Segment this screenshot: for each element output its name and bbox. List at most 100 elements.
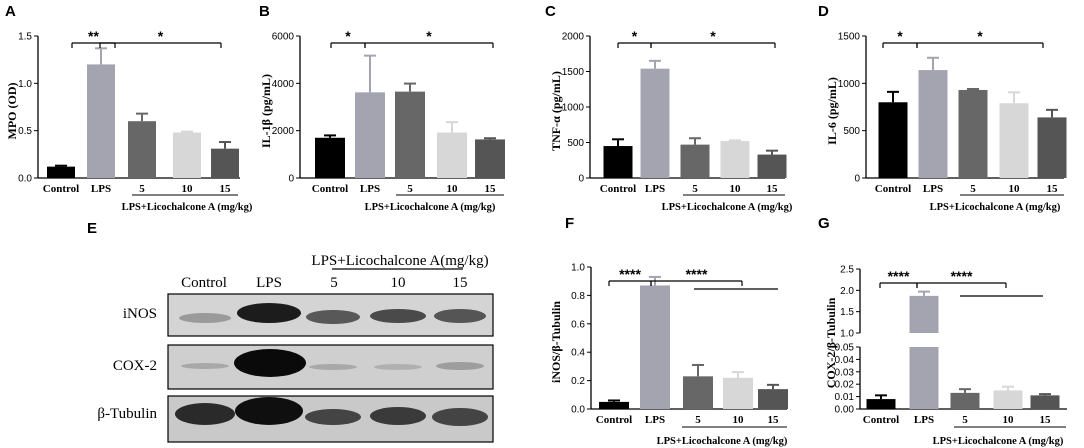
bar-B-0 bbox=[315, 137, 345, 178]
category-label-C-3: 10 bbox=[730, 183, 742, 195]
bar-C-2 bbox=[680, 144, 710, 178]
sig-marker-C-1: * bbox=[710, 28, 716, 44]
y-axis-label-F: iNOS/β-Tubulin bbox=[549, 301, 563, 383]
panel-letter-A: A bbox=[5, 3, 16, 20]
bar-D-4 bbox=[1037, 117, 1067, 178]
bar-B-4 bbox=[475, 139, 505, 178]
category-label-B-2: 5 bbox=[407, 183, 413, 195]
category-label-G-3: 10 bbox=[1003, 414, 1015, 426]
sig-marker-F-0: **** bbox=[619, 266, 641, 282]
y-tick-label-lower-G-3: 0.03 bbox=[835, 367, 855, 378]
category-label-D-4: 15 bbox=[1047, 183, 1059, 195]
panel-letter-C: C bbox=[545, 3, 556, 20]
y-tick-label-C-3: 1500 bbox=[562, 67, 585, 78]
blot-header-label: LPS+Licochalcone A(mg/kg) bbox=[311, 253, 488, 269]
category-label-G-4: 15 bbox=[1040, 414, 1052, 426]
bar-B-2 bbox=[395, 91, 425, 178]
group-label-D: LPS+Licochalcone A (mg/kg) bbox=[930, 202, 1061, 213]
category-label-C-1: LPS bbox=[645, 183, 665, 195]
bar-D-0 bbox=[878, 102, 908, 178]
category-label-B-1: LPS bbox=[360, 183, 380, 195]
y-tick-label-lower-G-1: 0.01 bbox=[835, 392, 855, 403]
chart-panel-G: 0.00 0.010.02 0.030.040.05 1.0 1.5 2.0 2.5 G COX… bbox=[818, 215, 1067, 447]
bar-C-4 bbox=[757, 154, 787, 178]
sig-marker-C-0: * bbox=[632, 28, 638, 44]
bar-C-3 bbox=[720, 141, 750, 178]
y-tick-label-C-4: 2000 bbox=[562, 32, 585, 43]
lane-label-lps: LPS bbox=[256, 275, 282, 291]
panel-letter-E: E bbox=[87, 220, 97, 237]
y-axis-label-B: IL-1β (pg/mL) bbox=[259, 74, 273, 148]
bar-F-0 bbox=[599, 401, 629, 409]
category-label-C-0: Control bbox=[600, 183, 636, 195]
bar-G-4 bbox=[1030, 395, 1060, 409]
bar-A-2 bbox=[128, 121, 156, 178]
y-tick-label-D-0: 0 bbox=[854, 174, 860, 185]
category-label-G-0: Control bbox=[863, 414, 899, 426]
category-label-B-4: 15 bbox=[485, 183, 497, 195]
category-label-B-0: Control bbox=[312, 183, 348, 195]
y-tick-label-upper-G-0: 1.0 bbox=[840, 329, 854, 340]
bar-D-1 bbox=[918, 70, 948, 178]
category-label-A-1: LPS bbox=[91, 183, 111, 195]
y-tick-label-B-3: 6000 bbox=[272, 32, 295, 43]
category-label-C-4: 15 bbox=[767, 183, 779, 195]
bar-F-4 bbox=[758, 389, 788, 409]
chart-panel-A: 0.0 0.5 1.0 1.5 A MPO (OD) Control LPS 5 10 15 LPS+… bbox=[5, 3, 253, 213]
y-axis-label-C: TNF-α (pg/mL) bbox=[549, 71, 563, 151]
y-tick-label-A-1: 0.5 bbox=[18, 126, 32, 137]
bar-A-0 bbox=[47, 166, 75, 178]
bar-G-0 bbox=[866, 399, 896, 409]
chart-panel-D: 0 500 1000 1500 D IL-6 (pg/mL) Control LPS 5 10 15… bbox=[818, 3, 1067, 213]
bar-G-3 bbox=[993, 390, 1023, 409]
group-label-B: LPS+Licochalcone A (mg/kg) bbox=[365, 202, 496, 213]
y-tick-label-C-1: 500 bbox=[567, 138, 584, 149]
category-label-C-2: 5 bbox=[692, 183, 698, 195]
y-tick-label-F-2: 0.4 bbox=[571, 348, 585, 359]
category-label-G-2: 5 bbox=[962, 414, 968, 426]
sig-marker-B-0: * bbox=[345, 28, 351, 44]
sig-marker-A-1: * bbox=[158, 28, 164, 44]
western-blot-panel: E LPS+Licochalcone A(mg/kg) Control LPS … bbox=[87, 220, 494, 443]
bar-C-1 bbox=[640, 68, 670, 178]
sig-marker-F-1: **** bbox=[686, 266, 708, 282]
y-tick-label-F-5: 1.0 bbox=[571, 263, 585, 274]
category-label-A-3: 10 bbox=[182, 183, 194, 195]
sig-marker-D-1: * bbox=[977, 28, 983, 44]
category-label-D-1: LPS bbox=[923, 183, 943, 195]
panel-letter-F: F bbox=[565, 215, 574, 232]
y-tick-label-C-0: 0 bbox=[578, 174, 584, 185]
category-label-B-3: 10 bbox=[447, 183, 459, 195]
category-label-F-4: 15 bbox=[768, 414, 780, 426]
charts-layer: 0.0 0.5 1.0 1.5 A MPO (OD) Control LPS 5 10 15 LPS+… bbox=[5, 3, 1067, 447]
y-tick-label-D-3: 1500 bbox=[838, 32, 861, 43]
y-axis-label-A: MPO (OD) bbox=[5, 83, 19, 140]
category-label-D-2: 5 bbox=[970, 183, 976, 195]
y-tick-label-upper-G-3: 2.5 bbox=[840, 265, 854, 276]
category-label-G-1: LPS bbox=[914, 414, 934, 426]
category-label-D-3: 10 bbox=[1009, 183, 1021, 195]
category-label-F-1: LPS bbox=[645, 414, 665, 426]
y-tick-label-F-3: 0.6 bbox=[571, 319, 585, 330]
y-tick-label-F-0: 0.0 bbox=[571, 405, 585, 416]
bar-G-1 bbox=[909, 295, 939, 333]
category-label-F-3: 10 bbox=[733, 414, 745, 426]
y-tick-label-A-2: 1.0 bbox=[18, 79, 32, 90]
y-tick-label-lower-G-4: 0.04 bbox=[835, 355, 855, 366]
lane-label-5: 5 bbox=[330, 275, 338, 291]
y-tick-label-F-1: 0.2 bbox=[571, 376, 585, 387]
bar-G-2 bbox=[950, 392, 980, 409]
y-tick-label-upper-G-2: 2.0 bbox=[840, 286, 854, 297]
chart-panel-B: 0 2000 4000 6000 B IL-1β (pg/mL) Control LPS 5 10… bbox=[259, 3, 505, 213]
category-label-A-0: Control bbox=[43, 183, 79, 195]
bar-B-1 bbox=[355, 92, 385, 178]
y-axis-label-D: IL-6 (pg/mL) bbox=[825, 77, 839, 145]
bar-D-3 bbox=[999, 103, 1029, 178]
sig-marker-G-1: **** bbox=[951, 268, 973, 284]
y-tick-label-A-0: 0.0 bbox=[18, 174, 32, 185]
group-label-A: LPS+Licochalcone A (mg/kg) bbox=[122, 202, 253, 213]
bar-A-3 bbox=[173, 132, 201, 178]
group-label-G: LPS+Licochalcone A (mg/kg) bbox=[933, 436, 1064, 447]
y-tick-label-upper-G-1: 1.5 bbox=[840, 307, 854, 318]
